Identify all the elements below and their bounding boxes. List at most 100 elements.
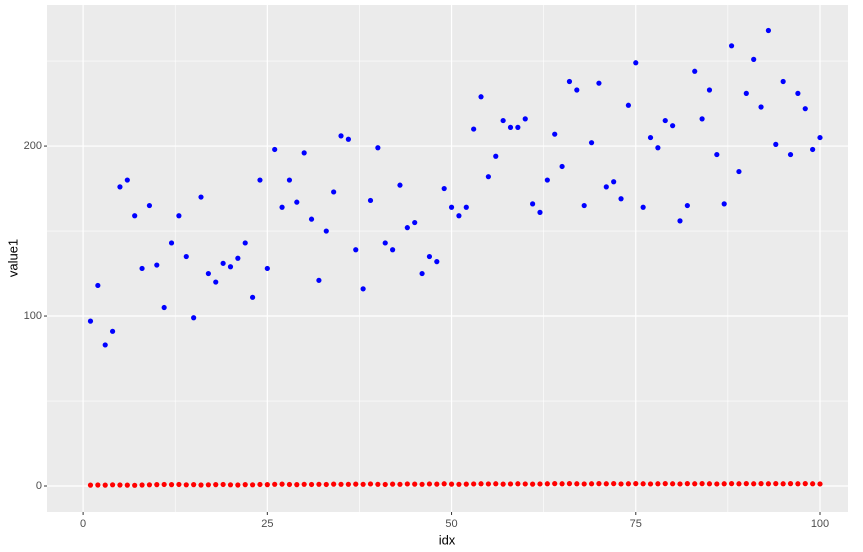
point bbox=[522, 481, 528, 487]
point bbox=[581, 202, 587, 209]
point bbox=[655, 145, 661, 151]
point bbox=[581, 481, 587, 487]
point bbox=[743, 90, 749, 96]
x-tick-label: 100 bbox=[811, 518, 829, 530]
point bbox=[301, 481, 307, 487]
point bbox=[633, 60, 639, 66]
point bbox=[515, 124, 521, 130]
point bbox=[810, 146, 816, 153]
point bbox=[603, 481, 609, 487]
point bbox=[257, 481, 263, 488]
point bbox=[242, 240, 248, 246]
point bbox=[345, 136, 351, 142]
point bbox=[530, 481, 536, 487]
point bbox=[227, 264, 234, 270]
point bbox=[146, 482, 153, 488]
point bbox=[87, 318, 94, 324]
point bbox=[566, 78, 573, 85]
point bbox=[220, 260, 226, 266]
point bbox=[102, 342, 108, 348]
point bbox=[684, 481, 690, 487]
point bbox=[183, 482, 189, 488]
point bbox=[625, 481, 632, 487]
point bbox=[235, 482, 241, 488]
point bbox=[552, 131, 558, 137]
point bbox=[139, 482, 145, 488]
point bbox=[500, 117, 506, 124]
point bbox=[117, 184, 123, 190]
point bbox=[109, 328, 116, 334]
point bbox=[787, 151, 794, 158]
point bbox=[611, 179, 617, 185]
point bbox=[264, 482, 270, 488]
point bbox=[367, 481, 374, 487]
point bbox=[390, 481, 396, 487]
point bbox=[132, 213, 138, 219]
point bbox=[640, 204, 646, 210]
point bbox=[684, 202, 690, 209]
point bbox=[382, 481, 388, 488]
point bbox=[507, 124, 514, 130]
point bbox=[95, 282, 101, 289]
point bbox=[471, 481, 477, 487]
point bbox=[279, 481, 285, 487]
point bbox=[294, 482, 300, 488]
point bbox=[537, 481, 543, 487]
point bbox=[168, 240, 175, 246]
point bbox=[308, 481, 315, 488]
point bbox=[699, 481, 705, 487]
point bbox=[699, 116, 705, 122]
points bbox=[87, 27, 823, 488]
point bbox=[633, 481, 639, 487]
point bbox=[743, 481, 749, 487]
point bbox=[780, 481, 786, 487]
point bbox=[773, 141, 779, 147]
point bbox=[714, 481, 720, 487]
point bbox=[301, 150, 307, 156]
point bbox=[146, 202, 153, 209]
point bbox=[640, 481, 646, 487]
point bbox=[625, 102, 632, 108]
point bbox=[810, 481, 816, 487]
point bbox=[286, 177, 293, 183]
point bbox=[168, 482, 175, 488]
point bbox=[161, 481, 167, 488]
point bbox=[588, 140, 595, 146]
point bbox=[493, 153, 499, 159]
point bbox=[360, 286, 366, 292]
point bbox=[721, 481, 727, 487]
point bbox=[478, 94, 484, 100]
point bbox=[338, 133, 344, 139]
point bbox=[596, 80, 602, 86]
point bbox=[574, 481, 580, 487]
point bbox=[751, 481, 757, 487]
point bbox=[117, 482, 123, 488]
point bbox=[382, 240, 388, 246]
point bbox=[272, 481, 278, 487]
y-tick-label: 100 bbox=[24, 310, 42, 322]
y-tick-label: 200 bbox=[24, 140, 42, 152]
point bbox=[736, 481, 742, 487]
point bbox=[198, 482, 204, 488]
point bbox=[176, 481, 182, 488]
point bbox=[205, 270, 211, 277]
point bbox=[485, 174, 491, 180]
point bbox=[537, 209, 543, 215]
point bbox=[213, 279, 219, 285]
point bbox=[456, 213, 462, 219]
x-tick-label: 50 bbox=[445, 518, 457, 530]
point bbox=[728, 43, 735, 49]
point bbox=[124, 482, 130, 488]
point bbox=[367, 197, 374, 204]
point bbox=[397, 481, 403, 487]
point bbox=[331, 189, 337, 195]
point bbox=[139, 265, 145, 272]
point bbox=[751, 56, 757, 62]
point bbox=[817, 134, 823, 141]
point bbox=[463, 204, 469, 210]
point bbox=[323, 228, 329, 234]
y-axis-label: value1 bbox=[5, 239, 20, 277]
point bbox=[87, 482, 94, 488]
